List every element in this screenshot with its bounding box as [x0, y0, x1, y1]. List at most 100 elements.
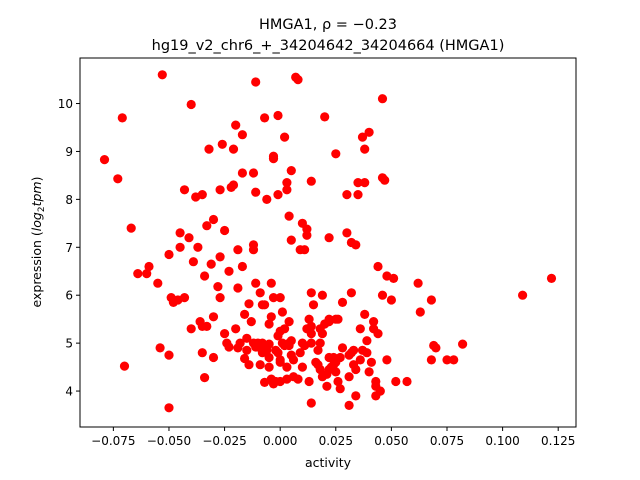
x-tick-label-4: 0.025 — [319, 434, 353, 448]
data-point-167 — [324, 233, 334, 243]
x-tick-label-6: 0.075 — [430, 434, 464, 448]
data-point-10 — [157, 70, 167, 80]
data-point-203 — [360, 144, 370, 154]
data-point-221 — [380, 175, 390, 185]
data-point-193 — [351, 240, 361, 250]
data-point-131 — [293, 75, 303, 85]
data-point-22 — [186, 99, 196, 110]
data-point-18 — [175, 228, 185, 238]
data-point-70 — [248, 245, 259, 255]
data-point-144 — [304, 376, 314, 387]
y-tick-label-0: 4 — [65, 385, 73, 399]
data-point-192 — [349, 345, 359, 355]
data-point-210 — [369, 317, 379, 327]
data-point-93 — [266, 278, 276, 288]
data-point-54 — [231, 120, 241, 130]
data-point-78 — [255, 360, 265, 370]
data-point-49 — [224, 342, 234, 352]
y-axis-label-subscript: 2 — [37, 206, 47, 212]
data-point-102 — [273, 348, 283, 358]
chart-title-line2: hg19_v2_chr6_+_34204642_34204664 (HMGA1) — [152, 38, 505, 54]
data-point-35 — [204, 144, 214, 154]
data-point-61 — [237, 261, 247, 272]
data-point-9 — [155, 343, 165, 353]
data-point-199 — [355, 355, 365, 365]
x-tick-label-2: −0.025 — [202, 434, 246, 448]
data-point-1 — [113, 174, 123, 184]
data-point-12 — [164, 350, 174, 360]
plot-frame — [79, 57, 577, 428]
data-point-65 — [242, 333, 252, 343]
data-point-228 — [413, 278, 423, 288]
data-point-160 — [317, 329, 327, 339]
data-point-233 — [431, 343, 441, 353]
data-point-201 — [357, 132, 368, 142]
data-point-57 — [233, 283, 243, 293]
data-point-72 — [248, 168, 259, 178]
data-point-24 — [188, 257, 198, 267]
data-point-67 — [244, 360, 254, 370]
data-point-94 — [266, 312, 276, 322]
data-point-155 — [315, 364, 325, 375]
data-point-145 — [306, 329, 316, 339]
data-point-11 — [164, 403, 174, 413]
data-point-42 — [215, 252, 225, 262]
y-axis-label-log: log — [29, 212, 44, 231]
data-point-21 — [184, 233, 194, 243]
data-point-113 — [280, 132, 290, 142]
data-point-215 — [373, 261, 383, 272]
data-point-223 — [382, 355, 392, 365]
data-point-138 — [300, 245, 310, 255]
data-point-181 — [337, 343, 348, 353]
data-point-186 — [344, 400, 354, 410]
chart-title-line1: HMGA1, ρ = −0.23 — [259, 17, 397, 33]
data-point-104 — [273, 190, 283, 200]
data-point-2 — [117, 113, 127, 123]
data-point-121 — [284, 317, 294, 327]
data-point-227 — [402, 376, 412, 387]
data-point-48 — [224, 266, 234, 276]
data-point-64 — [242, 345, 252, 355]
data-point-63 — [240, 309, 250, 319]
x-axis-ticks: −0.075 −0.050 −0.025 0.000 0.025 0.050 0.075 0.… — [91, 427, 575, 448]
data-point-137 — [297, 362, 307, 372]
data-point-116 — [282, 185, 292, 195]
data-point-26 — [193, 242, 203, 252]
data-point-46 — [220, 225, 230, 236]
data-point-118 — [282, 362, 292, 372]
data-point-206 — [362, 336, 372, 346]
x-axis-label: activity — [305, 455, 352, 470]
data-point-40 — [213, 282, 223, 292]
y-tick-label-3: 7 — [65, 241, 73, 255]
data-point-109 — [275, 293, 285, 303]
data-point-13 — [164, 249, 174, 260]
y-tick-label-1: 5 — [65, 337, 73, 351]
data-point-161 — [320, 112, 330, 122]
data-point-184 — [342, 228, 352, 238]
data-point-204 — [360, 309, 370, 319]
data-point-177 — [333, 376, 343, 387]
y-axis-label-suffix: ) — [29, 177, 44, 182]
data-point-8 — [153, 278, 163, 288]
data-point-124 — [286, 166, 296, 176]
data-point-217 — [375, 386, 385, 396]
data-point-5 — [133, 269, 143, 279]
y-tick-label-5: 9 — [65, 145, 73, 159]
data-point-43 — [215, 185, 225, 195]
data-point-149 — [306, 398, 316, 408]
data-point-229 — [415, 307, 425, 317]
data-point-36 — [206, 259, 216, 269]
data-point-41 — [215, 293, 225, 303]
data-point-224 — [386, 295, 396, 305]
data-point-23 — [186, 324, 196, 334]
data-point-39 — [208, 214, 219, 225]
x-tick-label-0: −0.075 — [91, 434, 135, 448]
data-point-173 — [331, 367, 341, 377]
data-point-151 — [308, 300, 319, 310]
data-point-164 — [322, 381, 332, 391]
data-point-17 — [175, 242, 185, 252]
data-point-141 — [302, 224, 312, 234]
data-point-205 — [362, 348, 372, 358]
data-point-197 — [353, 190, 363, 200]
